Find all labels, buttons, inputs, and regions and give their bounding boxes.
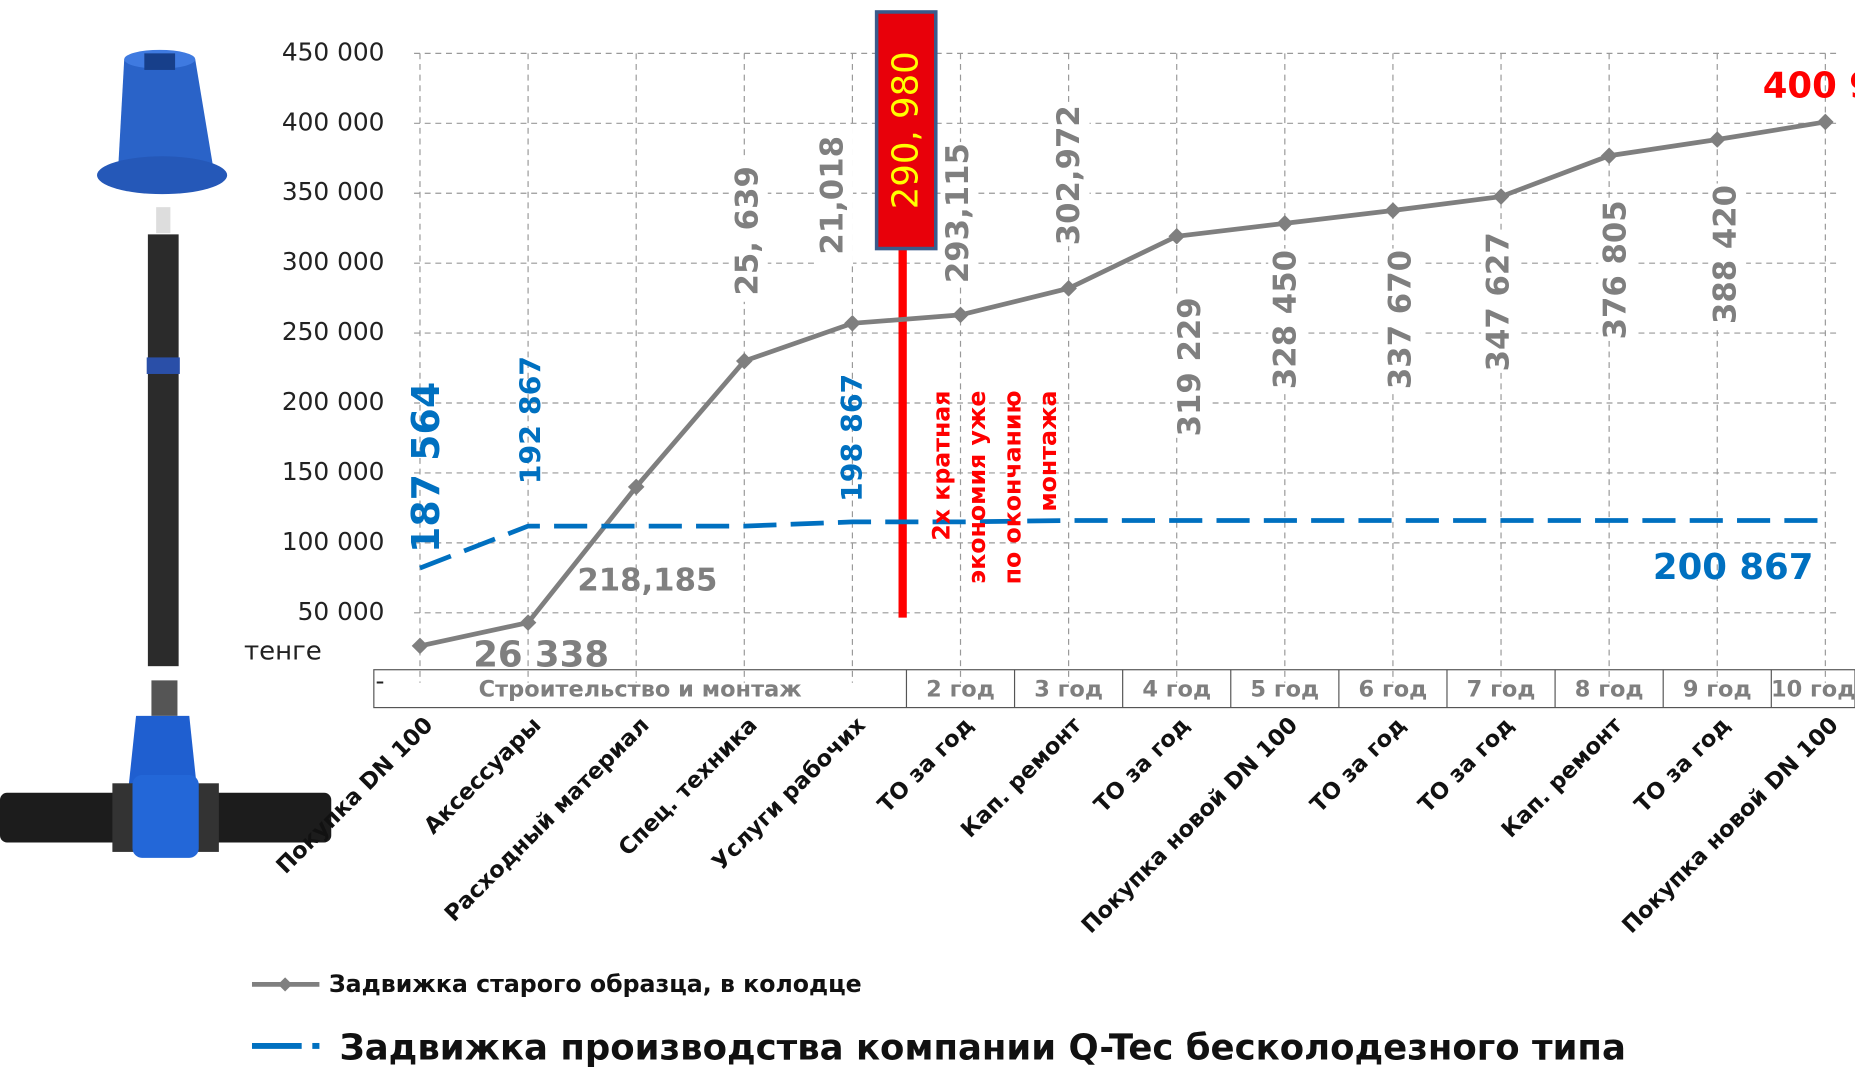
x-tick-label: ТО за год bbox=[1089, 712, 1195, 818]
period-label: 4 год bbox=[1142, 676, 1211, 702]
series-line bbox=[420, 520, 1825, 568]
period-label: 7 год bbox=[1467, 676, 1536, 702]
gray-annotation: 218,185 bbox=[577, 563, 717, 599]
blue-annotation: 192 867 bbox=[514, 356, 547, 484]
gray-annotation: 25, 639 bbox=[729, 166, 765, 295]
note-line: по окончанию bbox=[998, 391, 1026, 585]
y-tick-label: 250 000 bbox=[282, 317, 385, 346]
blue-annotation: 187 564 bbox=[404, 382, 448, 553]
period-label: Строительство и монтаж bbox=[479, 676, 803, 702]
y-axis-label: тенге bbox=[244, 636, 322, 666]
gray-annotation: 26 338 bbox=[473, 635, 609, 676]
note-line: экономия уже bbox=[963, 391, 991, 584]
gray-annotation: 347 627 bbox=[1481, 232, 1517, 371]
gray-annotation: 293,115 bbox=[940, 143, 976, 283]
note-line: 2х кратная bbox=[927, 391, 955, 541]
data-point bbox=[952, 307, 969, 324]
data-point bbox=[412, 638, 429, 655]
y-tick-label: - bbox=[376, 667, 385, 696]
gray-annotation: 376 805 bbox=[1598, 200, 1634, 339]
y-tick-label: 450 000 bbox=[282, 37, 385, 66]
valve-illustration bbox=[0, 50, 331, 858]
blue-annotation: 198 867 bbox=[836, 374, 869, 502]
chart: - 50 000 100 000 150 000 200 000 250 000 300 0… bbox=[0, 0, 1855, 1078]
x-tick-label: ТО за год bbox=[1630, 712, 1736, 818]
gray-annotation: 388 420 bbox=[1708, 185, 1744, 324]
x-tick-label: Покупка новой DN 100 bbox=[1617, 712, 1843, 938]
y-tick-label: 100 000 bbox=[282, 527, 385, 556]
x-tick-label: Расходный материал bbox=[440, 712, 655, 927]
data-point bbox=[1168, 228, 1185, 245]
period-label: 5 год bbox=[1250, 676, 1319, 702]
data-point bbox=[1060, 280, 1077, 297]
y-tick-label: 300 000 bbox=[282, 247, 385, 276]
blue-annotation: 200 867 bbox=[1653, 547, 1814, 588]
period-label: 8 год bbox=[1575, 676, 1644, 702]
period-label: 3 год bbox=[1034, 676, 1103, 702]
data-point bbox=[1817, 114, 1834, 131]
gray-annotation: 319 229 bbox=[1172, 297, 1208, 436]
legend-label: Задвижка производства компании Q-Tec бес… bbox=[340, 1027, 1626, 1068]
x-tick-label: ТО за год bbox=[1414, 712, 1520, 818]
data-point bbox=[1709, 131, 1726, 148]
data-point bbox=[1385, 202, 1402, 219]
period-label: 10 год bbox=[1771, 676, 1855, 702]
data-point bbox=[1277, 215, 1294, 232]
highlight-label: 290, 980 bbox=[885, 51, 926, 209]
data-point bbox=[1601, 147, 1618, 164]
x-tick-label: ТО за год bbox=[873, 712, 979, 818]
x-tick-label: ТО за год bbox=[1305, 712, 1411, 818]
y-tick-label: 50 000 bbox=[298, 597, 385, 626]
y-tick-label: 150 000 bbox=[282, 457, 385, 486]
data-point bbox=[1493, 188, 1510, 205]
page: {"chart_data": { "type": "line", "y_labe… bbox=[0, 0, 1855, 1082]
y-tick-label: 200 000 bbox=[282, 387, 385, 416]
x-tick-label: Покупка новой DN 100 bbox=[1077, 712, 1303, 938]
period-label: 6 год bbox=[1359, 676, 1428, 702]
gray-annotation: 400 963 bbox=[1763, 66, 1855, 107]
gray-annotation: 302,972 bbox=[1051, 105, 1087, 245]
gray-annotation: 337 670 bbox=[1382, 250, 1418, 389]
note-line: монтажа bbox=[1034, 391, 1062, 512]
data-point bbox=[844, 315, 861, 332]
gray-annotation: 21,018 bbox=[815, 136, 851, 255]
legend-marker bbox=[278, 977, 292, 991]
y-tick-label: 400 000 bbox=[282, 107, 385, 136]
gray-annotation: 328 450 bbox=[1268, 250, 1304, 389]
period-label: 2 год bbox=[926, 676, 995, 702]
period-label: 9 год bbox=[1683, 676, 1752, 702]
y-tick-label: 350 000 bbox=[282, 177, 385, 206]
legend-label: Задвижка старого образца, в колодце bbox=[329, 970, 862, 998]
